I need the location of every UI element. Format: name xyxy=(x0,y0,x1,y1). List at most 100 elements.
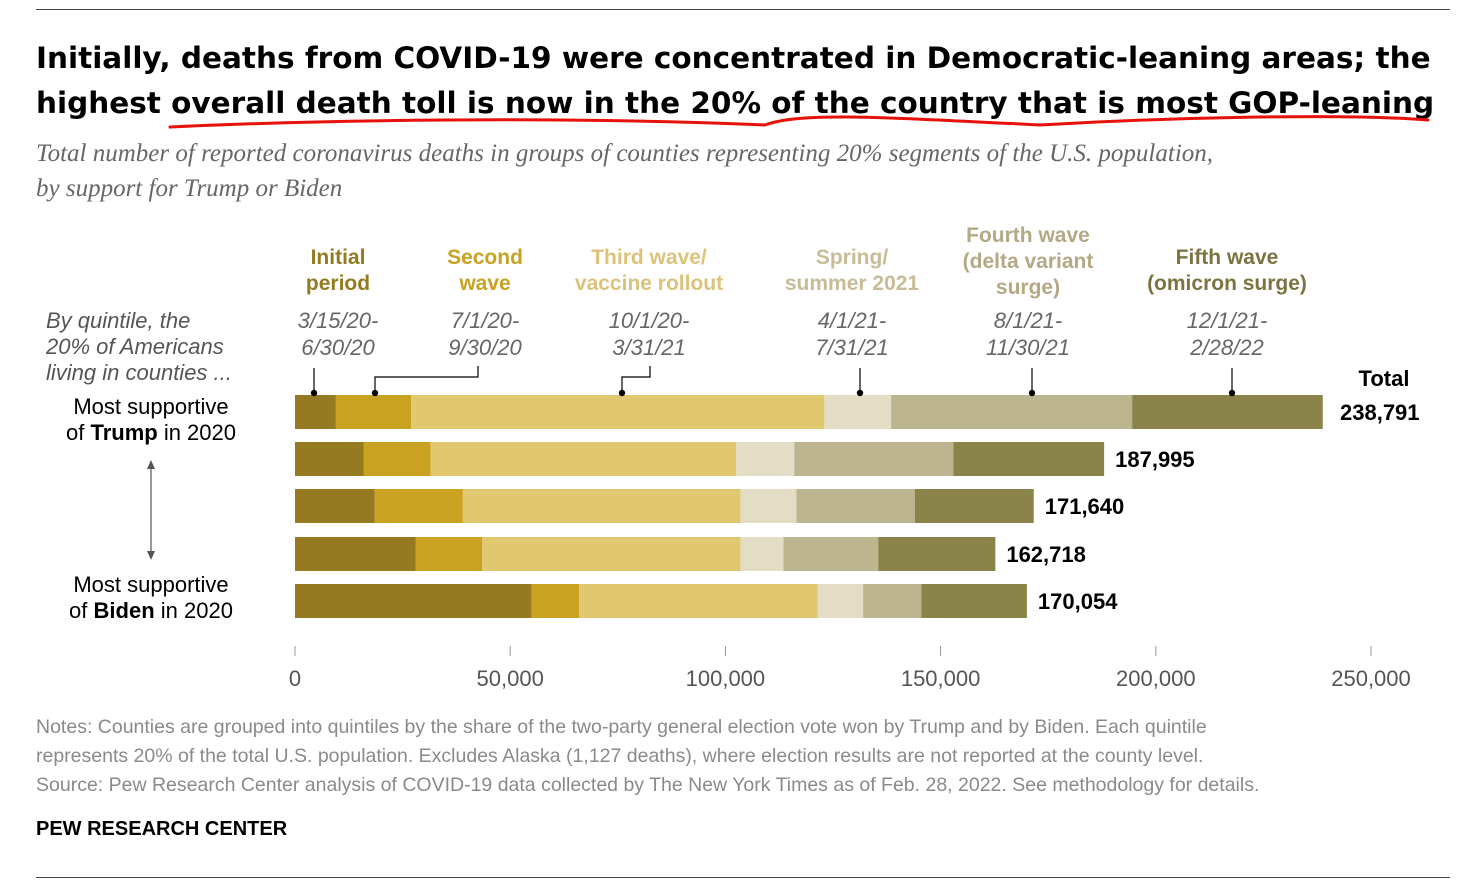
series-dates-2-line-1: 7/1/20- xyxy=(451,308,520,333)
bar-segment-row1-series5 xyxy=(891,395,1133,429)
total-label-row4: 162,718 xyxy=(1006,542,1086,567)
notes-line-2: represents 20% of the total U.S. populat… xyxy=(36,745,1204,767)
bar-segment-row4-series6 xyxy=(878,537,996,571)
arrow-up-head xyxy=(147,460,155,469)
total-column-header: Total xyxy=(1359,366,1410,391)
row-label-biden-bold: Biden xyxy=(94,598,155,623)
series-label-1-line-2: period xyxy=(306,272,370,295)
notes-line-3: Source: Pew Research Center analysis of … xyxy=(36,774,1260,796)
bar-segment-row3-series4 xyxy=(740,489,797,523)
series-dates-5-line-2: 11/30/21 xyxy=(986,335,1070,360)
x-tick-label-4: 150,000 xyxy=(901,666,981,691)
series-dates-1-line-1: 3/15/20- xyxy=(298,308,379,333)
row-label-trump-line-2: of Trump in 2020 xyxy=(66,420,236,445)
bar-segment-row3-series5 xyxy=(796,489,915,523)
bar-segment-row3-series1 xyxy=(295,489,375,523)
series-dates-2-line-2: 9/30/20 xyxy=(448,335,522,360)
bar-segment-row5-series6 xyxy=(921,584,1027,618)
chart-title: Initially, deaths from COVID-19 were con… xyxy=(36,36,1456,126)
x-tick-label-1: 0 xyxy=(289,666,301,691)
bar-segment-row1-series2 xyxy=(335,395,412,429)
series-dates-6-line-2: 2/28/22 xyxy=(1189,335,1263,360)
intro-label-line-3: living in counties ... xyxy=(46,360,232,385)
notes-line-1: Notes: Counties are grouped into quintil… xyxy=(36,716,1207,738)
bar-segment-row2-series3 xyxy=(430,442,737,476)
row-label-biden-pre: of xyxy=(69,598,93,623)
bar-segment-row2-series5 xyxy=(794,442,954,476)
bar-segment-row1-series4 xyxy=(824,395,892,429)
title-line-1: Initially, deaths from COVID-19 were con… xyxy=(36,41,1431,75)
series-leader-dot-2 xyxy=(371,389,379,397)
bar-segment-row1-series6 xyxy=(1132,395,1323,429)
series-dates-4-line-2: 7/31/21 xyxy=(815,335,888,360)
row-label-trump-line-1: Most supportive xyxy=(73,394,228,419)
bar-segment-row4-series2 xyxy=(415,537,483,571)
series-dates-6-line-1: 12/1/21- xyxy=(1187,308,1268,333)
bar-segment-row5-series2 xyxy=(531,584,580,618)
series-leader-dot-1 xyxy=(310,389,318,397)
chart-notes: Notes: Counties are grouped into quintil… xyxy=(36,713,1456,800)
series-label-6-line-1: Fifth wave xyxy=(1176,246,1279,269)
bar-segment-row2-series6 xyxy=(953,442,1105,476)
bar-segment-row1-series3 xyxy=(411,395,825,429)
pew-research-center-logo-text: PEW RESEARCH CENTER xyxy=(36,818,288,840)
series-label-3-line-2: vaccine rollout xyxy=(575,272,723,295)
bar-segment-row2-series2 xyxy=(363,442,431,476)
bar-segment-row5-series4 xyxy=(817,584,864,618)
series-label-4-line-1: Spring/ xyxy=(816,246,888,269)
series-leader-line-3 xyxy=(621,366,651,392)
bar-segment-row4-series4 xyxy=(740,537,784,571)
series-dates-3-line-2: 3/31/21 xyxy=(612,335,685,360)
series-label-5-line-2: (delta variant xyxy=(963,250,1094,273)
row-label-trump-post: in 2020 xyxy=(158,420,236,445)
row-label-biden-post: in 2020 xyxy=(155,598,233,623)
bar-segment-row2-series4 xyxy=(736,442,795,476)
subtitle-line-2: by support for Trump or Biden xyxy=(36,175,343,202)
bar-segment-row3-series3 xyxy=(462,489,741,523)
arrow-down-head xyxy=(147,551,155,560)
series-label-4-line-2: summer 2021 xyxy=(785,272,920,295)
x-tick-label-2: 50,000 xyxy=(477,666,544,691)
series-label-5-line-1: Fourth wave xyxy=(966,224,1090,247)
series-leader-dot-6 xyxy=(1228,389,1236,397)
series-leader-dot-4 xyxy=(856,389,864,397)
bar-segment-row3-series2 xyxy=(374,489,463,523)
series-label-6-line-2: (omicron surge) xyxy=(1147,272,1307,295)
intro-label-line-1: By quintile, the xyxy=(46,308,190,333)
bottom-rule xyxy=(36,877,1450,878)
row-label-trump-pre: of xyxy=(66,420,90,445)
series-leader-line-2 xyxy=(374,366,479,392)
series-leader-dot-5 xyxy=(1028,389,1036,397)
row-label-biden-line-2: of Biden in 2020 xyxy=(69,598,233,623)
series-label-3-line-1: Third wave/ xyxy=(591,246,707,269)
total-label-row1: 238,791 xyxy=(1340,400,1420,425)
bar-segment-row5-series5 xyxy=(863,584,922,618)
series-label-5-line-3: surge) xyxy=(996,276,1060,299)
bar-segment-row2-series1 xyxy=(295,442,364,476)
bar-segment-row1-series1 xyxy=(295,395,336,429)
total-label-row3: 171,640 xyxy=(1045,494,1125,519)
bar-segment-row5-series1 xyxy=(295,584,532,618)
chart-subtitle: Total number of reported coronavirus dea… xyxy=(36,136,1456,206)
top-rule xyxy=(36,9,1450,10)
x-tick-label-5: 200,000 xyxy=(1116,666,1196,691)
title-line-2: highest overall death toll is now in the… xyxy=(36,86,1435,120)
intro-label-line-2: 20% of Americans xyxy=(45,334,224,359)
bar-segment-row4-series3 xyxy=(482,537,741,571)
total-label-row2: 187,995 xyxy=(1115,447,1195,472)
bar-segment-row4-series5 xyxy=(783,537,879,571)
series-label-1-line-1: Initial xyxy=(311,246,366,269)
x-tick-label-3: 100,000 xyxy=(686,666,766,691)
stacked-bar-chart: 238,791 187,995 171,640 162,718 170,054 Total… xyxy=(45,224,1420,691)
row-label-trump-bold: Trump xyxy=(90,420,157,445)
x-tick-label-6: 250,000 xyxy=(1331,666,1411,691)
series-dates-1-line-2: 6/30/20 xyxy=(301,335,375,360)
bar-segment-row3-series6 xyxy=(914,489,1034,523)
bar-segment-row4-series1 xyxy=(295,537,416,571)
bar-segment-row5-series3 xyxy=(579,584,818,618)
series-label-2-line-2: wave xyxy=(458,272,510,295)
series-dates-3-line-1: 10/1/20- xyxy=(609,308,690,333)
subtitle-line-1: Total number of reported coronavirus dea… xyxy=(36,140,1214,167)
total-label-row5: 170,054 xyxy=(1038,589,1118,614)
series-dates-4-line-1: 4/1/21- xyxy=(818,308,887,333)
